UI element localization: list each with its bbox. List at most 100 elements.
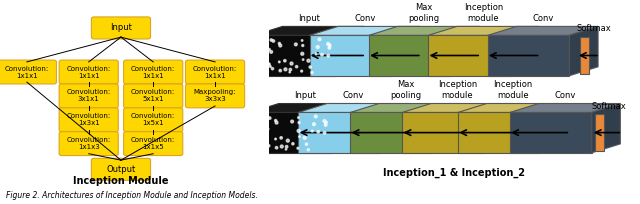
Point [274,42,284,45]
Point [297,52,307,55]
Point [268,39,278,43]
Polygon shape [540,103,568,153]
Point [253,138,264,141]
Point [287,120,297,123]
Polygon shape [369,35,451,76]
FancyBboxPatch shape [124,60,183,84]
Text: Max
pooling: Max pooling [390,80,421,100]
FancyBboxPatch shape [124,84,183,108]
FancyBboxPatch shape [92,158,150,180]
Text: Conv: Conv [343,91,364,100]
Point [266,38,276,42]
Point [271,137,281,141]
Point [305,65,316,69]
Polygon shape [570,26,598,76]
Polygon shape [298,103,409,112]
Point [268,67,278,70]
Polygon shape [369,26,479,35]
Point [297,39,307,42]
Text: Input: Input [298,14,320,23]
Point [294,121,304,124]
Point [264,63,275,66]
Point [262,115,273,119]
Point [276,136,286,140]
Text: Inception_1 & Inception_2: Inception_1 & Inception_2 [383,168,525,178]
Point [280,68,291,71]
FancyBboxPatch shape [0,60,56,84]
Point [265,65,275,68]
Polygon shape [250,103,360,112]
Point [303,148,314,151]
Polygon shape [254,26,364,35]
Polygon shape [391,26,420,76]
Polygon shape [351,103,461,112]
FancyBboxPatch shape [59,108,118,132]
FancyBboxPatch shape [124,108,183,132]
Point [254,37,264,40]
Point [323,42,333,45]
Text: Conv: Conv [354,14,376,23]
Point [256,36,266,39]
FancyBboxPatch shape [186,84,244,108]
Point [262,127,273,131]
Text: Inception Module: Inception Module [73,176,169,186]
Text: Conv: Conv [532,14,554,23]
Text: Convolution:
1x1x1: Convolution: 1x1x1 [131,65,175,79]
Polygon shape [488,35,570,76]
Point [266,50,276,53]
Polygon shape [484,103,513,153]
Polygon shape [510,103,620,112]
Point [260,70,270,73]
Point [257,61,267,64]
Polygon shape [458,103,568,112]
Bar [595,114,604,151]
Point [319,131,330,134]
Point [321,123,331,127]
Point [298,44,308,47]
Point [314,38,324,41]
Text: Convolution:
1x1x3: Convolution: 1x1x3 [67,137,111,150]
Polygon shape [380,103,409,153]
Text: Figure 2. Architectures of Inception Module and Inception Models.: Figure 2. Architectures of Inception Mod… [6,191,259,200]
Point [275,44,285,47]
FancyBboxPatch shape [124,132,183,155]
Point [291,65,301,68]
Point [323,54,333,57]
Polygon shape [310,26,420,35]
Point [252,113,262,116]
Point [285,68,296,71]
Point [288,142,298,145]
Bar [580,37,589,74]
Text: Convolution:
5x1x1: Convolution: 5x1x1 [131,89,175,102]
Point [321,121,331,124]
Point [319,119,330,123]
Point [317,53,327,56]
Point [275,69,285,72]
Point [294,135,305,138]
Point [276,145,287,148]
Text: Maxpooling:
3x3x3: Maxpooling: 3x3x3 [194,89,236,102]
Polygon shape [458,112,540,153]
Point [264,144,274,147]
Point [264,48,275,51]
Point [262,142,272,145]
Polygon shape [488,26,598,35]
Polygon shape [332,103,360,153]
Text: Conv: Conv [554,91,576,100]
FancyBboxPatch shape [59,132,118,155]
Polygon shape [351,112,432,153]
Text: Convolution:
1x1x1: Convolution: 1x1x1 [67,65,111,79]
Text: Max
pooling: Max pooling [408,3,440,23]
Polygon shape [451,26,479,76]
Point [285,71,295,74]
Point [259,139,269,143]
Point [263,62,273,65]
Text: Input: Input [110,23,132,32]
Text: Convolution:
1x1x1: Convolution: 1x1x1 [193,65,237,79]
Point [283,139,293,142]
Point [280,59,290,62]
Text: Convolution:
3x1x1: Convolution: 3x1x1 [67,89,111,102]
FancyBboxPatch shape [92,17,150,39]
FancyBboxPatch shape [186,60,244,84]
Polygon shape [510,112,592,153]
